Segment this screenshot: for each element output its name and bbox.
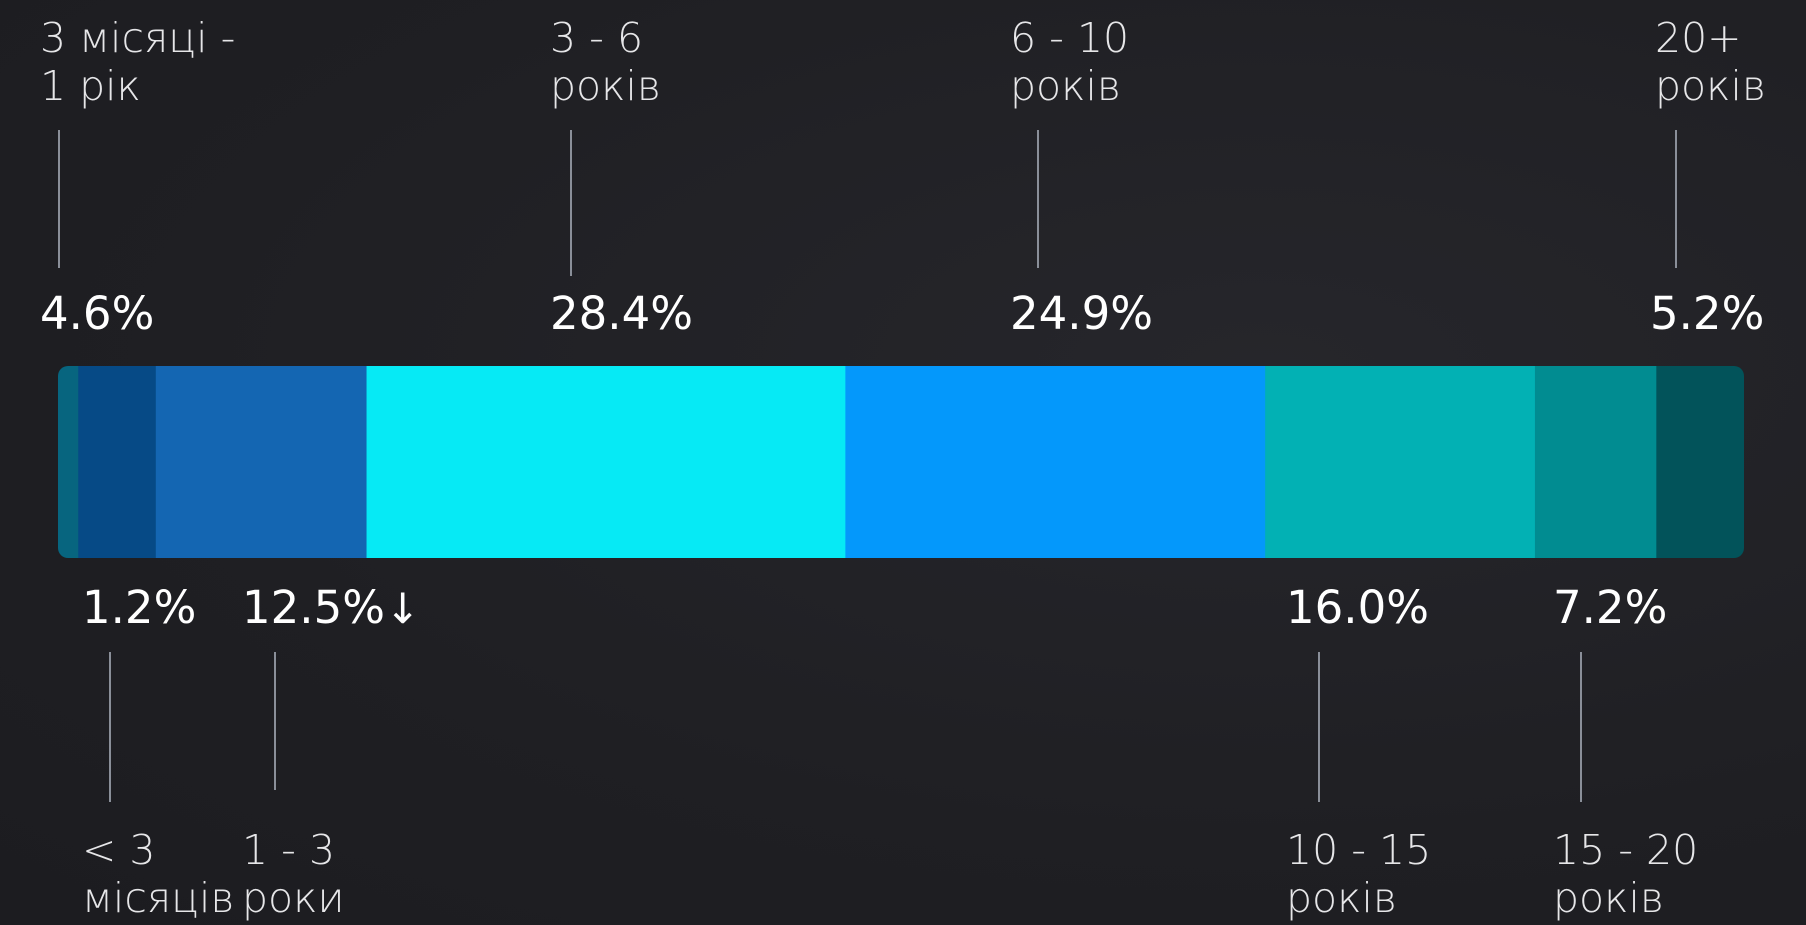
segment-label-4: 3 - 6 років xyxy=(550,14,661,110)
segment-label-line: років xyxy=(1010,62,1121,110)
segment-value-4: 28.4% xyxy=(550,288,693,340)
segment-value-5: 24.9% xyxy=(1010,288,1153,340)
connector-line-8 xyxy=(1675,130,1677,268)
segment-value-1: 1.2% xyxy=(82,582,196,634)
segment-label-line: роки xyxy=(242,874,345,922)
bar-segment-1 xyxy=(58,366,79,558)
bar-segment-5 xyxy=(845,366,1266,558)
connector-line-6 xyxy=(1318,652,1320,802)
connector-line-1 xyxy=(109,652,111,802)
segment-label-line: 3 - 6 xyxy=(550,14,644,62)
bar-segment-3 xyxy=(155,366,368,558)
segment-label-5: 6 - 10 років xyxy=(1010,14,1129,110)
segment-label-line: 6 - 10 xyxy=(1010,14,1130,62)
segment-label-line: років xyxy=(550,62,661,110)
segment-label-line: 3 місяці - xyxy=(40,14,236,62)
segment-label-line: 15 - 20 xyxy=(1553,826,1699,874)
segment-value-text: 28.4% xyxy=(550,287,693,340)
connector-line-4 xyxy=(570,130,572,276)
connector-line-7 xyxy=(1580,652,1582,802)
bar-segment-4 xyxy=(366,366,846,558)
segment-value-text: 5.2% xyxy=(1650,287,1765,340)
segment-label-line: < 3 xyxy=(82,826,156,874)
segment-value-text: 7.2% xyxy=(1553,581,1668,634)
segment-label-line: років xyxy=(1553,874,1664,922)
segment-value-text: 16.0% xyxy=(1286,581,1429,634)
segment-value-text: 12.5% xyxy=(242,581,385,634)
segment-label-line: 20+ xyxy=(1655,14,1742,62)
segment-value-text: 4.6% xyxy=(40,287,155,340)
connector-line-2 xyxy=(58,130,60,268)
segment-label-line: років xyxy=(1655,62,1766,110)
segment-label-7: 15 - 20 років xyxy=(1553,826,1698,922)
segment-label-8: 20+ років xyxy=(1655,14,1766,110)
connector-line-3 xyxy=(274,652,276,790)
segment-value-text: 1.2% xyxy=(82,581,197,634)
bar-segment-7 xyxy=(1534,366,1657,558)
bar-segment-6 xyxy=(1265,366,1536,558)
segment-label-line: 10 - 15 xyxy=(1286,826,1432,874)
segment-label-3: 1 - 3 роки xyxy=(242,826,344,922)
segment-value-7: 7.2% xyxy=(1553,582,1667,634)
connector-line-5 xyxy=(1037,130,1039,268)
bar-segment-2 xyxy=(78,366,157,558)
segment-value-2: 4.6% xyxy=(40,288,154,340)
segment-value-6: 16.0% xyxy=(1286,582,1429,634)
segment-value-8: 5.2% xyxy=(1650,288,1764,340)
segment-label-2: 3 місяці -1 рік xyxy=(40,14,235,110)
segment-label-line: 1 - 3 xyxy=(242,826,336,874)
segment-label-line: років xyxy=(1286,874,1397,922)
segment-label-line: місяців xyxy=(82,874,235,922)
segment-label-6: 10 - 15 років xyxy=(1286,826,1431,922)
segment-value-3: 12.5%↓ xyxy=(242,582,420,635)
segment-label-1: < 3 місяців xyxy=(82,826,234,922)
segment-label-line: 1 рік xyxy=(40,62,141,110)
down-arrow-icon: ↓ xyxy=(384,584,421,633)
segment-value-text: 24.9% xyxy=(1010,287,1153,340)
bar-segment-8 xyxy=(1656,366,1744,558)
